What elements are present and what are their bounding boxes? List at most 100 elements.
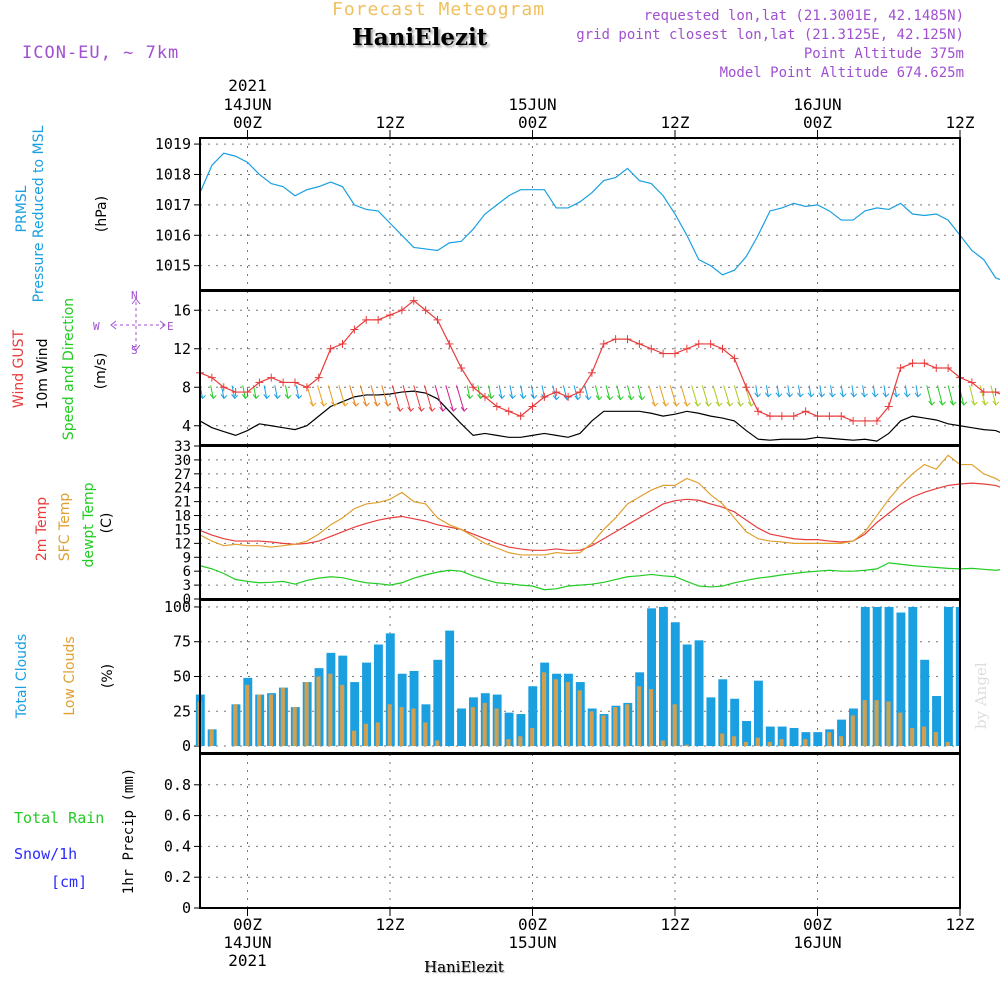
low-cloud-bar — [506, 739, 511, 747]
ytick-label-wind: 8 — [182, 378, 191, 396]
time-label-top: 14JUN — [223, 95, 271, 114]
wind-direction-arrow — [819, 385, 823, 397]
wind-direction-arrow — [210, 385, 214, 399]
ytick-label-temp: 24 — [174, 481, 191, 497]
requested-coords: requested lon,lat (21.3001E, 42.1485N) — [643, 8, 964, 24]
legend-snow-unit: [cm] — [51, 873, 88, 891]
wind-direction-arrowhead — [384, 401, 392, 407]
wind-direction-arrow — [520, 385, 524, 399]
wind-direction-arrowhead — [683, 401, 691, 407]
ytick-label-pressure: 1019 — [155, 135, 191, 153]
low-cloud-bar — [387, 704, 392, 747]
wind-direction-arrowhead — [252, 394, 260, 400]
wind-direction-arrow — [691, 385, 699, 407]
ytick-label-clouds: 0 — [182, 737, 191, 755]
low-cloud-bar — [209, 729, 214, 747]
ytick-label-precip: 0.2 — [164, 868, 191, 886]
temp-unit-label: (C) — [99, 512, 115, 534]
wind-direction-arrowhead — [672, 401, 680, 407]
low-cloud-bar — [613, 707, 618, 747]
wind-direction-arrowhead — [839, 392, 847, 398]
low-cloud-bar — [316, 676, 321, 747]
wind-direction-arrow — [434, 385, 444, 412]
ytick-label-precip: 0.4 — [164, 837, 191, 855]
wind-direction-arrowhead — [574, 395, 582, 401]
wind-direction-arrow — [605, 385, 611, 400]
low-cloud-bar — [827, 732, 832, 747]
wind-direction-arrowhead — [796, 392, 804, 398]
ytick-label-pressure: 1015 — [155, 257, 191, 275]
total-cloud-bar — [658, 606, 668, 747]
wind-10m-label: 10m Wind — [35, 338, 51, 410]
low-cloud-bar — [352, 730, 357, 747]
total-cloud-bar — [718, 679, 728, 747]
wind-direction-arrowhead — [981, 400, 989, 406]
wind-direction-arrowhead — [960, 400, 968, 406]
ytick-label-clouds: 75 — [173, 633, 191, 651]
wind-direction-arrow — [840, 385, 844, 397]
temp2m-line — [199, 482, 1000, 551]
total-cloud-bar — [445, 630, 455, 747]
ytick-label-temp: 33 — [174, 439, 191, 455]
pressure-reduced-label: Pressure Reduced to MSL — [31, 125, 47, 303]
low-cloud-bar — [862, 700, 867, 747]
wind-direction-arrow — [391, 385, 401, 412]
wind-direction-arrowhead — [747, 401, 755, 407]
wind-direction-arrowhead — [466, 394, 474, 400]
wind-direction-arrowhead — [373, 401, 381, 407]
wind-direction-arrow — [327, 385, 335, 407]
ytick-label-temp: 27 — [174, 467, 191, 483]
ytick-label-precip: 0.8 — [164, 776, 191, 794]
wind-direction-arrowhead — [715, 401, 723, 407]
wind-direction-arrow — [488, 385, 492, 399]
ytick-label-pressure: 1018 — [155, 165, 191, 183]
wind-direction-arrow — [862, 385, 865, 397]
low-cloud-bar — [482, 702, 487, 747]
low-cloud-bar — [233, 704, 238, 747]
low-cloud-bar — [601, 715, 606, 747]
low-cloud-bar — [328, 673, 333, 747]
total-cloud-bar — [753, 680, 763, 747]
wind-direction-arrow — [498, 385, 503, 399]
wind-speed-direction-label: Speed and Direction — [61, 297, 77, 441]
wind-direction-arrowhead — [509, 394, 516, 400]
time-label-bottom: 12Z — [661, 915, 690, 934]
wind-direction-arrowhead — [241, 394, 249, 400]
total-cloud-bar — [872, 606, 882, 747]
wind-direction-arrowhead — [487, 394, 495, 400]
ytick-label-clouds: 100 — [164, 598, 191, 616]
time-label-bottom: 12Z — [376, 915, 405, 934]
wind-direction-arrowhead — [595, 395, 603, 401]
low-cloud-bar — [803, 739, 808, 747]
time-label-top: 00Z — [233, 113, 262, 132]
low-cloud-bar — [922, 726, 927, 747]
time-label-top: 16JUN — [793, 95, 841, 114]
total-cloud-bar — [943, 606, 953, 747]
precip-axis-label: 1hr Precip (mm) — [121, 767, 137, 895]
wind-direction-arrowhead — [764, 392, 772, 398]
wind-direction-arrowhead — [407, 406, 415, 412]
wind-direction-arrowhead — [263, 394, 271, 400]
total-cloud-bar — [409, 670, 419, 747]
ytick-label-temp: 30 — [174, 453, 191, 469]
wind-direction-arrowhead — [971, 400, 978, 406]
total-cloud-bar — [504, 712, 514, 747]
wind-direction-arrow — [445, 385, 454, 412]
wind-direction-arrowhead — [914, 392, 922, 398]
wind10m-line — [199, 390, 1000, 442]
low-cloud-bar — [660, 740, 665, 747]
ytick-label-temp: 6 — [183, 564, 191, 580]
wind-direction-arrowhead — [341, 401, 349, 407]
wind-direction-arrowhead — [754, 392, 761, 398]
total-cloud-bar — [682, 644, 692, 747]
ytick-label-temp: 0 — [183, 592, 191, 608]
wind-direction-arrowhead — [295, 394, 303, 400]
wind-direction-arrowhead — [220, 394, 228, 400]
wind-direction-arrow — [466, 385, 471, 399]
wind-direction-arrowhead — [903, 392, 911, 398]
total-cloud-bar — [884, 606, 894, 747]
low-cloud-bar — [945, 741, 950, 747]
ytick-label-clouds: 50 — [173, 668, 191, 686]
wind-direction-arrowhead — [949, 400, 957, 406]
